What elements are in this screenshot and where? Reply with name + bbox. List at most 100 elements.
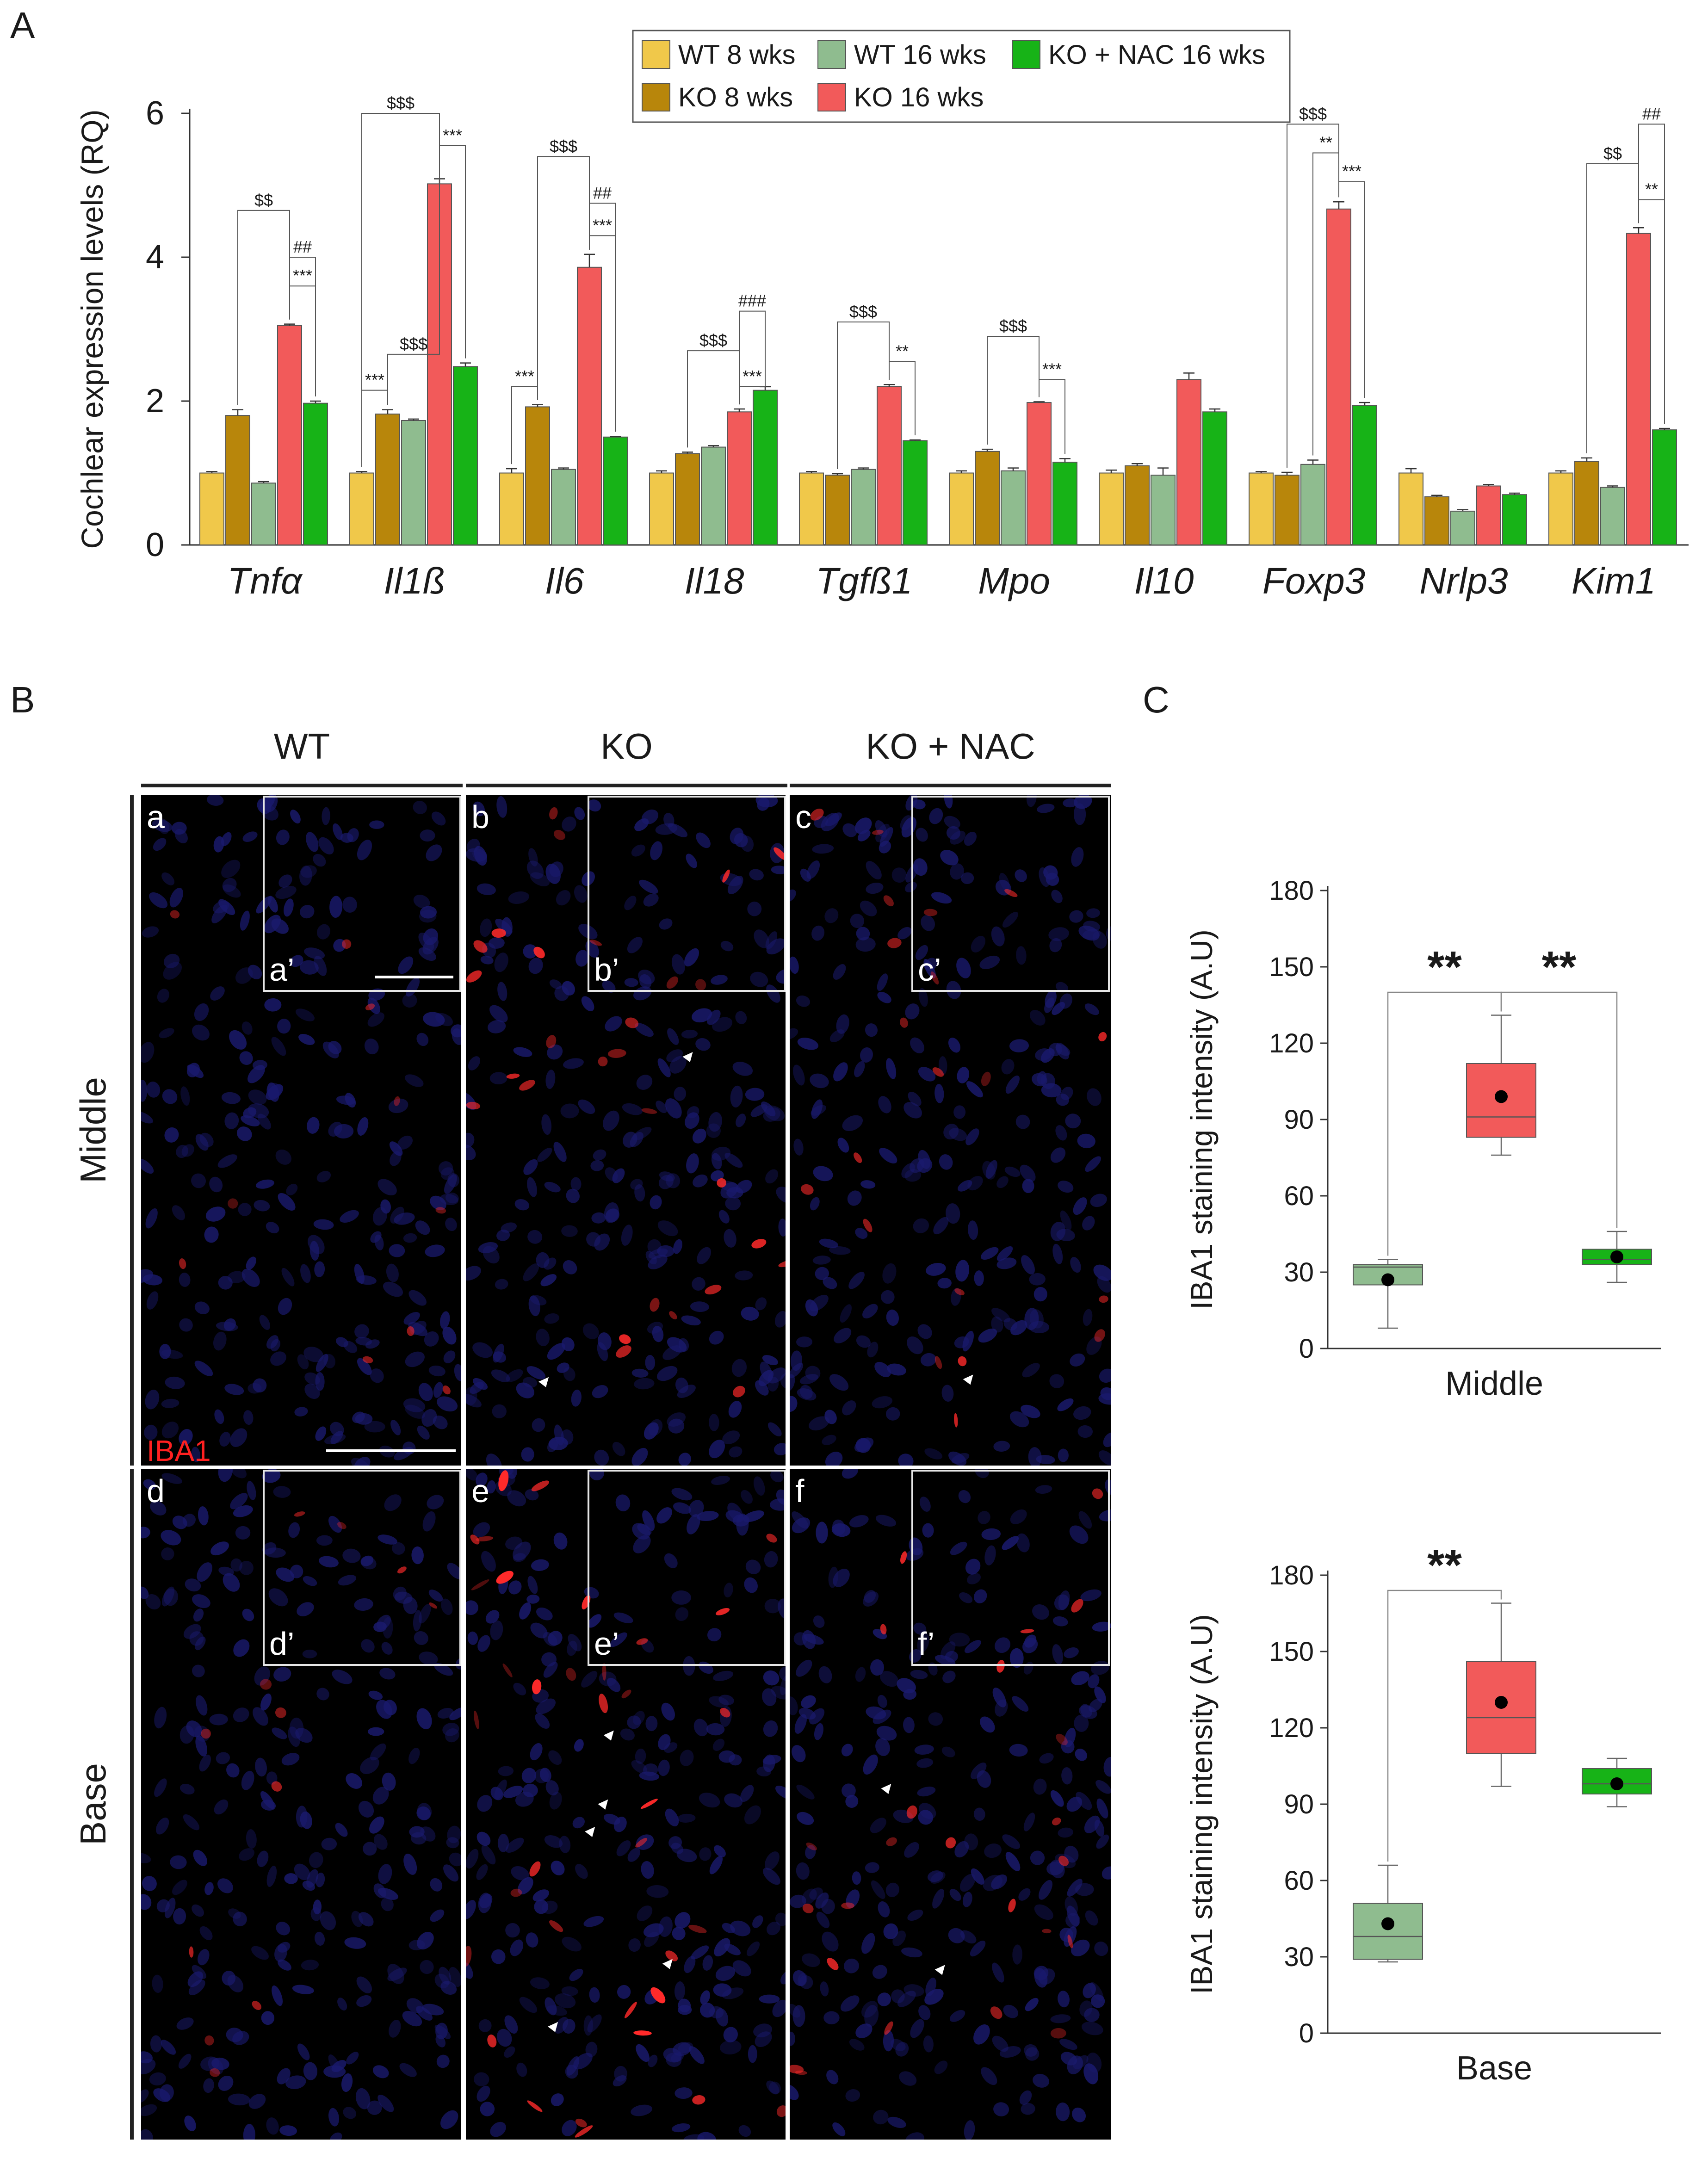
significance-label: *** — [365, 371, 384, 390]
nucleus — [368, 1690, 383, 1700]
nucleus — [697, 1511, 719, 1522]
bar — [303, 402, 328, 545]
iba1-cell — [201, 1728, 211, 1739]
nucleus — [775, 1912, 787, 1926]
nucleus — [340, 1210, 359, 1223]
nucleus — [958, 1490, 971, 1503]
nucleus — [622, 1103, 643, 1115]
nucleus — [1043, 865, 1058, 880]
nucleus — [174, 829, 188, 843]
iba1-cell — [887, 938, 902, 948]
nucleus — [572, 1817, 585, 1829]
nucleus — [486, 1454, 502, 1466]
bar — [1600, 487, 1625, 545]
nucleus — [1024, 2044, 1038, 2057]
nucleus — [264, 998, 282, 1012]
nucleus — [732, 1960, 751, 1977]
nucleus — [154, 1778, 167, 1797]
nucleus — [276, 1922, 291, 1936]
nucleus — [985, 1160, 997, 1179]
nucleus — [390, 1420, 401, 1435]
nucleus — [695, 1038, 711, 1051]
nucleus — [793, 1138, 804, 1156]
legend-entry: KO 16 wks — [854, 82, 984, 112]
nucleus — [774, 1443, 787, 1455]
bar — [1202, 411, 1227, 545]
nucleus — [924, 1448, 943, 1460]
nucleus — [633, 1535, 651, 1553]
nucleus — [208, 2057, 223, 2075]
nucleus — [583, 1916, 604, 1927]
nucleus — [747, 901, 762, 916]
nucleus — [142, 926, 159, 938]
bar — [903, 440, 928, 546]
nucleus — [957, 1067, 970, 1083]
nucleus — [891, 867, 907, 883]
bar — [1099, 472, 1124, 545]
y-tick-label: 2 — [146, 383, 164, 420]
nucleus — [643, 1763, 658, 1776]
bar — [349, 472, 374, 545]
iba1-cell — [487, 2034, 497, 2047]
nucleus — [684, 1956, 696, 1973]
nucleus — [355, 1413, 373, 1425]
iba1-cell — [435, 1207, 446, 1214]
nucleus — [763, 1107, 780, 1122]
nucleus — [497, 1834, 509, 1852]
bar — [499, 472, 524, 545]
inset-box — [588, 1470, 786, 1666]
nucleus — [343, 2107, 357, 2119]
nucleus — [408, 1747, 420, 1764]
nucleus — [141, 2089, 149, 2103]
nucleus — [992, 2035, 1009, 2052]
nucleus — [442, 1723, 459, 1736]
y-tick-label: 90 — [1284, 1789, 1314, 1819]
nucleus — [210, 986, 225, 1001]
nucleus — [268, 1588, 288, 1607]
nucleus — [314, 956, 327, 976]
iba1-cell — [650, 1987, 666, 2004]
nucleus — [476, 1864, 488, 1880]
bar — [1326, 208, 1351, 545]
nucleus — [191, 1447, 201, 1462]
nucleus — [356, 1995, 372, 2007]
nucleus — [411, 1546, 424, 1565]
nucleus — [284, 898, 294, 917]
nucleus — [648, 2054, 658, 2067]
nucleus — [508, 1580, 522, 1595]
nucleus — [615, 1494, 631, 1511]
nucleus — [228, 1908, 241, 1919]
stain-label: IBA1 — [147, 1434, 211, 1467]
mean-point — [1495, 1090, 1508, 1103]
iba1-cell — [466, 1946, 472, 1967]
iba1-cell — [665, 1950, 678, 1961]
nucleus — [740, 835, 754, 852]
gene-label: Foxp3 — [1262, 560, 1365, 601]
nucleus — [322, 1041, 339, 1058]
iba1-cell — [519, 1080, 535, 1091]
nucleus — [141, 1269, 153, 1283]
nucleus — [753, 2023, 773, 2038]
nucleus — [730, 1920, 751, 1936]
nucleus — [811, 1099, 823, 1119]
nucleus — [913, 1218, 929, 1233]
significance-label: $$$ — [1299, 104, 1327, 123]
nucleus — [170, 1855, 187, 1869]
nucleus — [644, 1422, 659, 1440]
nucleus — [1056, 1093, 1070, 1106]
nucleus — [657, 1220, 678, 1237]
nucleus — [1060, 1210, 1072, 1231]
nucleus — [582, 1323, 599, 1340]
nucleus — [950, 863, 964, 880]
nucleus — [384, 1494, 402, 1511]
nucleus — [730, 1085, 743, 1107]
mean-point — [1495, 1696, 1508, 1709]
y-tick-label: 150 — [1269, 952, 1314, 982]
nucleus — [496, 796, 507, 818]
nucleus — [534, 1899, 549, 1914]
nucleus — [272, 1985, 283, 2006]
micrograph-panel: f’f — [790, 1469, 1111, 2140]
nucleus — [823, 2011, 840, 2024]
nucleus — [141, 1527, 150, 1539]
nucleus — [534, 1769, 549, 1783]
